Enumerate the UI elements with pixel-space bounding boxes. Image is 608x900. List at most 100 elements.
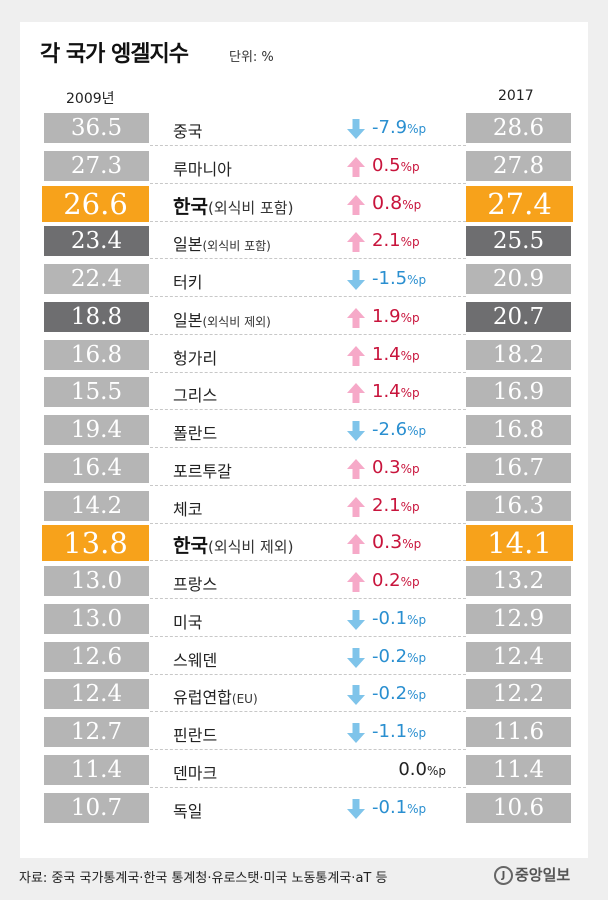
down-arrow-icon	[347, 270, 365, 290]
value-2017-cell: 11.4	[466, 754, 571, 785]
table-row: 12.7 핀란드 -1.1%p 11.6	[20, 715, 588, 750]
value-2017-cell: 16.9	[466, 377, 571, 408]
country-name-main: 중국	[173, 122, 203, 141]
up-arrow-icon	[347, 156, 365, 177]
change-number: -0.1	[372, 796, 408, 818]
change-unit: %p	[400, 159, 420, 174]
table-row: 18.8 일본(외식비 제외) 1.9%p 20.7	[20, 300, 588, 335]
table-row: 26.6 한국(외식비 포함) 0.8%p 27.4	[20, 185, 588, 222]
up-arrow-icon	[347, 572, 365, 592]
change-value: 0.3%p	[372, 531, 464, 553]
change-unit: %p	[407, 726, 427, 740]
value-2009-cell: 13.0	[44, 603, 149, 634]
change-unit: %p	[407, 688, 427, 703]
up-arrow-icon	[347, 383, 365, 404]
table-row: 13.0 프랑스 0.2%p 13.2	[20, 564, 588, 599]
country-cell: 포르투갈 0.3%p	[150, 451, 466, 486]
chart-title: 각 국가 엥겔지수	[40, 42, 189, 67]
change-number: 2.1	[372, 230, 401, 252]
down-arrow-icon	[347, 798, 365, 819]
change-unit: %p	[407, 612, 427, 627]
table-row: 19.4 폴란드 -2.6%p 16.8	[20, 413, 588, 448]
down-arrow-icon	[347, 119, 365, 139]
country-name-main: 일본	[173, 235, 203, 255]
change-value: 0.3%p	[372, 457, 464, 478]
country-cell: 스웨덴 -0.2%p	[150, 640, 466, 675]
up-arrow-icon	[347, 307, 365, 328]
country-name: 그리스	[173, 382, 217, 406]
table-row: 13.8 한국(외식비 제외) 0.3%p 14.1	[20, 525, 588, 562]
country-cell: 핀란드 -1.1%p	[150, 715, 466, 750]
table-row: 15.5 그리스 1.4%p 16.9	[20, 375, 588, 411]
country-cell: 프랑스 0.2%p	[150, 564, 466, 599]
country-cell: 체코 2.1%p	[150, 489, 466, 524]
table-row: 16.8 헝가리 1.4%p 18.2	[20, 338, 588, 373]
change-number: 0.8	[372, 191, 403, 214]
change-number: -1.1	[372, 721, 408, 742]
logo-text: 중앙일보	[515, 866, 571, 884]
change-value: 0.8%p	[372, 192, 464, 214]
country-name-main: 포르투갈	[173, 461, 232, 481]
country-name-note: (외식비 제외)	[202, 314, 271, 329]
value-2017-cell: 28.6	[466, 113, 571, 143]
country-name: 체코	[173, 496, 202, 520]
value-2009-cell: 16.8	[44, 339, 149, 370]
table-row: 10.7 독일 -0.1%p 10.6	[20, 791, 588, 825]
country-cell: 루마니아 0.5%p	[150, 149, 466, 184]
change-number: 0.5	[372, 154, 401, 176]
country-name-main: 폴란드	[173, 424, 218, 443]
country-name: 헝가리	[173, 345, 217, 369]
down-arrow-icon	[347, 647, 365, 668]
change-number: -0.2	[372, 683, 408, 705]
country-name-main: 그리스	[173, 386, 218, 406]
country-name: 스웨덴	[173, 647, 217, 671]
change-unit: %p	[407, 801, 427, 816]
country-cell: 일본(외식비 포함) 2.1%p	[150, 224, 466, 260]
change-number: -0.1	[372, 607, 408, 629]
country-name: 한국(외식비 포함)	[173, 192, 293, 219]
country-name: 폴란드	[173, 420, 217, 444]
year-2009-header: 2009년	[66, 91, 115, 107]
table-row: 12.6 스웨덴 -0.2%p 12.4	[20, 640, 588, 675]
up-arrow-icon	[347, 194, 365, 215]
country-cell: 유럽연합(EU) -0.2%p	[150, 677, 466, 713]
change-unit: %p	[400, 386, 420, 401]
value-2017-cell: 27.8	[466, 150, 571, 181]
change-value: 1.4%p	[372, 381, 464, 402]
change-number: -7.9	[372, 117, 408, 138]
change-unit: %p	[407, 424, 427, 438]
value-2009-cell: 18.8	[44, 301, 149, 332]
country-name-main: 스웨덴	[173, 650, 218, 670]
change-value: 0.2%p	[372, 570, 464, 591]
value-2009-cell: 22.4	[44, 264, 149, 294]
up-arrow-icon	[347, 496, 365, 517]
country-name-main: 체코	[173, 499, 203, 519]
change-unit: %p	[407, 650, 427, 665]
country-name: 일본(외식비 제외)	[173, 307, 271, 331]
value-2017-cell: 12.2	[466, 679, 571, 710]
country-name-main: 핀란드	[173, 726, 218, 745]
change-unit: %p	[400, 461, 420, 476]
value-2009-cell: 26.6	[42, 185, 149, 222]
change-value: 1.4%p	[372, 344, 464, 365]
table-row: 23.4 일본(외식비 포함) 2.1%p 25.5	[20, 224, 588, 260]
change-number: 0.3	[372, 531, 403, 554]
country-name-note: (EU)	[231, 692, 258, 707]
unit-label: 단위: %	[229, 50, 274, 65]
change-unit: %p	[400, 348, 420, 363]
value-2017-cell: 20.7	[466, 301, 571, 332]
source-note: 자료: 중국 국가통계국·한국 통계청·유로스탯·미국 노동통계국·aT 등	[19, 871, 388, 886]
country-name-main: 유럽연합	[173, 688, 232, 708]
country-cell: 헝가리 1.4%p	[150, 338, 466, 373]
table-row: 13.0 미국 -0.1%p 12.9	[20, 602, 588, 637]
country-name: 포르투갈	[173, 458, 232, 482]
country-cell: 독일 -0.1%p	[150, 791, 466, 825]
value-2009-cell: 10.7	[44, 792, 149, 823]
change-number: 1.9	[372, 305, 401, 327]
country-name: 중국	[173, 118, 202, 142]
country-name: 독일	[173, 798, 202, 822]
country-name: 유럽연합(EU)	[173, 684, 258, 708]
country-name-main: 터키	[173, 273, 203, 292]
value-2017-cell: 16.7	[466, 452, 571, 483]
country-name-note: (외식비 포함)	[207, 198, 294, 217]
